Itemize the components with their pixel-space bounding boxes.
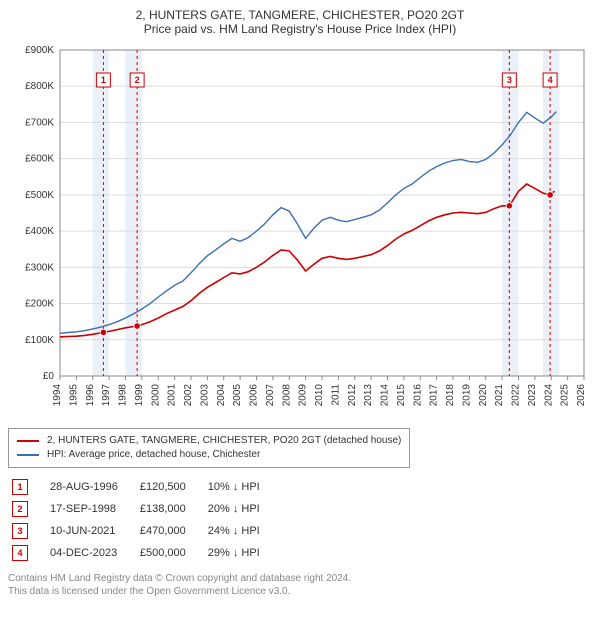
svg-text:2017: 2017 — [429, 384, 440, 407]
event-marker: 3 — [12, 523, 28, 539]
legend-label-series2: HPI: Average price, detached house, Chic… — [47, 448, 260, 462]
svg-text:1: 1 — [101, 75, 106, 85]
event-date: 04-DEC-2023 — [46, 542, 136, 564]
event-delta: 24% ↓ HPI — [204, 520, 278, 542]
svg-text:£0: £0 — [43, 371, 55, 382]
footer: Contains HM Land Registry data © Crown c… — [8, 572, 592, 598]
legend-swatch-series2 — [17, 454, 39, 456]
footer-line2: This data is licensed under the Open Gov… — [8, 585, 592, 598]
svg-text:1995: 1995 — [68, 384, 79, 407]
svg-text:2001: 2001 — [167, 384, 178, 407]
svg-text:2015: 2015 — [396, 384, 407, 407]
footer-line1: Contains HM Land Registry data © Crown c… — [8, 572, 592, 585]
chart-area: £0 £100K £200K £300K £400K £500K £600K £700K £80… — [8, 42, 592, 422]
chart-svg: £0 £100K £200K £300K £400K £500K £600K £700K £80… — [8, 42, 592, 422]
event-price: £138,000 — [136, 498, 204, 520]
legend-row: HPI: Average price, detached house, Chic… — [17, 448, 401, 462]
svg-text:2011: 2011 — [330, 384, 341, 406]
legend-row: 2, HUNTERS GATE, TANGMERE, CHICHESTER, P… — [17, 434, 401, 448]
svg-text:2002: 2002 — [183, 384, 194, 407]
event-marker: 1 — [12, 479, 28, 495]
table-row: 3 10-JUN-2021£470,00024% ↓ HPI — [8, 520, 278, 542]
svg-text:£700K: £700K — [25, 117, 54, 128]
event-date: 10-JUN-2021 — [46, 520, 136, 542]
svg-text:£900K: £900K — [25, 45, 54, 56]
svg-text:£200K: £200K — [25, 299, 54, 310]
svg-text:£100K: £100K — [25, 335, 54, 346]
svg-text:£500K: £500K — [25, 190, 54, 201]
svg-text:2013: 2013 — [363, 384, 374, 407]
svg-text:2003: 2003 — [199, 384, 210, 407]
event-date: 28-AUG-1996 — [46, 476, 136, 498]
svg-text:1998: 1998 — [118, 384, 129, 407]
svg-text:2019: 2019 — [461, 384, 472, 407]
svg-text:2023: 2023 — [527, 384, 538, 407]
events-table: 1 28-AUG-1996£120,50010% ↓ HPI 2 17-SEP-199… — [8, 476, 278, 564]
svg-text:2004: 2004 — [216, 384, 227, 407]
legend-swatch-series1 — [17, 440, 39, 442]
legend-label-series1: 2, HUNTERS GATE, TANGMERE, CHICHESTER, P… — [47, 434, 401, 448]
svg-text:£600K: £600K — [25, 154, 54, 165]
event-date: 17-SEP-1998 — [46, 498, 136, 520]
event-price: £470,000 — [136, 520, 204, 542]
svg-text:2007: 2007 — [265, 384, 276, 407]
table-row: 2 17-SEP-1998£138,00020% ↓ HPI — [8, 498, 278, 520]
svg-text:2000: 2000 — [150, 384, 161, 407]
svg-text:2022: 2022 — [511, 384, 522, 407]
svg-text:2016: 2016 — [412, 384, 423, 407]
event-price: £500,000 — [136, 542, 204, 564]
chart-title-block: 2, HUNTERS GATE, TANGMERE, CHICHESTER, P… — [8, 8, 592, 36]
svg-text:2010: 2010 — [314, 384, 325, 407]
table-row: 4 04-DEC-2023£500,00029% ↓ HPI — [8, 542, 278, 564]
svg-text:1997: 1997 — [101, 384, 112, 407]
legend: 2, HUNTERS GATE, TANGMERE, CHICHESTER, P… — [8, 428, 410, 468]
event-delta: 20% ↓ HPI — [204, 498, 278, 520]
table-row: 1 28-AUG-1996£120,50010% ↓ HPI — [8, 476, 278, 498]
svg-text:2021: 2021 — [494, 384, 505, 407]
chart-title-subtitle: Price paid vs. HM Land Registry's House … — [8, 22, 592, 36]
event-marker: 4 — [12, 545, 28, 561]
svg-text:2020: 2020 — [478, 384, 489, 407]
event-delta: 10% ↓ HPI — [204, 476, 278, 498]
svg-text:2025: 2025 — [560, 384, 571, 407]
svg-text:1996: 1996 — [85, 384, 96, 407]
svg-text:2008: 2008 — [281, 384, 292, 407]
event-delta: 29% ↓ HPI — [204, 542, 278, 564]
chart-title-address: 2, HUNTERS GATE, TANGMERE, CHICHESTER, P… — [8, 8, 592, 22]
svg-text:£800K: £800K — [25, 81, 54, 92]
svg-text:2005: 2005 — [232, 384, 243, 407]
svg-text:2006: 2006 — [249, 384, 260, 407]
event-marker: 2 — [12, 501, 28, 517]
svg-text:£300K: £300K — [25, 262, 54, 273]
event-price: £120,500 — [136, 476, 204, 498]
svg-text:£400K: £400K — [25, 226, 54, 237]
svg-text:3: 3 — [507, 75, 512, 85]
svg-text:1994: 1994 — [52, 384, 63, 407]
svg-text:2018: 2018 — [445, 384, 456, 407]
svg-text:2012: 2012 — [347, 384, 358, 407]
svg-text:2009: 2009 — [298, 384, 309, 407]
svg-text:4: 4 — [548, 75, 553, 85]
svg-text:2014: 2014 — [380, 384, 391, 407]
svg-text:2026: 2026 — [576, 384, 587, 407]
svg-text:2: 2 — [135, 75, 140, 85]
svg-text:1999: 1999 — [134, 384, 145, 407]
svg-text:2024: 2024 — [543, 384, 554, 407]
